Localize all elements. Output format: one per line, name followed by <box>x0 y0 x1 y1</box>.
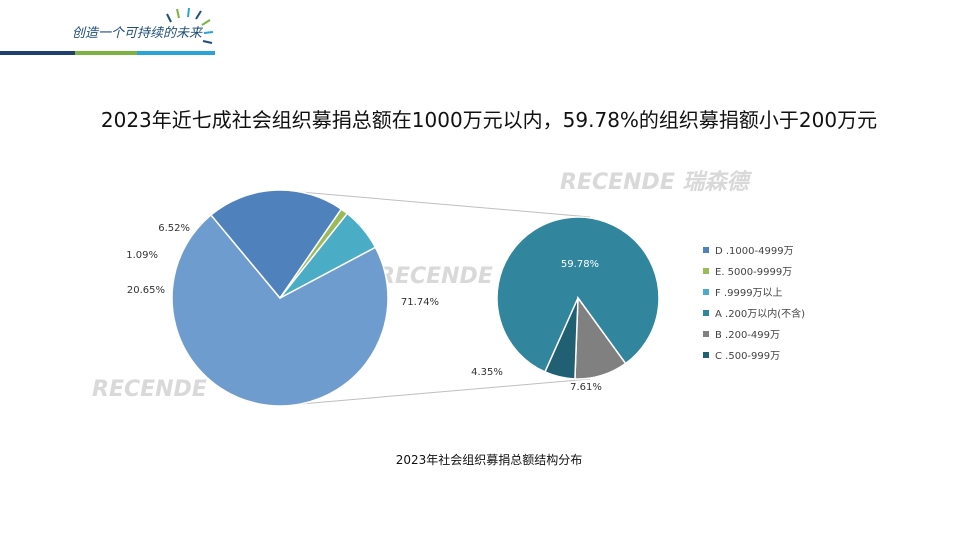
legend-label: F .9999万以上 <box>715 288 783 299</box>
slide-title: 2023年近七成社会组织募捐总额在1000万元以内，59.78%的组织募捐额小于… <box>100 108 878 132</box>
legend-item: C .500-999万 <box>703 344 805 365</box>
legend-label: E. 5000-9999万 <box>715 267 793 278</box>
legend-item: B .200-499万 <box>703 323 805 344</box>
legend-swatch <box>703 330 709 337</box>
legend-swatch <box>703 246 709 253</box>
legend-label: B .200-499万 <box>715 330 780 341</box>
sub-pie-label-C: 4.35% <box>471 367 503 378</box>
header-bar-blue <box>137 51 215 55</box>
connector-line-top <box>288 190 591 218</box>
sub-pie-label-B: 7.61% <box>570 382 602 393</box>
main-pie-label-under1000: 71.74% <box>401 297 439 308</box>
main-pie-label-E: 1.09% <box>126 250 158 261</box>
watermark: RECENDE <box>92 377 207 402</box>
main-pie-label-F: 6.52% <box>158 223 190 234</box>
sub-pie-slice-A <box>496 216 660 373</box>
main-pie-label-D: 20.65% <box>127 285 165 296</box>
connector-line-bottom <box>288 378 591 406</box>
header-bar-green <box>75 51 137 55</box>
legend-swatch <box>703 351 709 358</box>
main-pie-slice-under1000 <box>171 213 389 407</box>
legend-label: D .1000-4999万 <box>715 246 794 257</box>
legend-label: A .200万以内(不含) <box>715 309 806 320</box>
watermark: RECENDE 瑞森德 <box>560 170 753 195</box>
slogan-logo: 创造一个可持续的未来 <box>72 26 203 41</box>
legend-item: E. 5000-9999万 <box>703 260 805 281</box>
legend-item: A .200万以内(不含) <box>703 302 805 323</box>
legend-item: D .1000-4999万 <box>703 239 805 260</box>
header-bar-navy <box>0 51 75 55</box>
legend-swatch <box>703 267 709 274</box>
legend-label: C .500-999万 <box>715 351 781 362</box>
chart-caption: 2023年社会组织募捐总额结构分布 <box>395 453 583 467</box>
main-pie-slice-F <box>279 212 377 299</box>
legend-swatch <box>703 288 709 295</box>
sun-rays-icon <box>166 7 214 44</box>
legend-swatch <box>703 309 709 316</box>
legend-item: F .9999万以上 <box>703 281 805 302</box>
chart-legend: D .1000-4999万 E. 5000-9999万 F .9999万以上 A .2… <box>703 239 805 365</box>
sub-pie-slice-C <box>544 297 579 380</box>
sub-pie-label-A: 59.78% <box>561 259 599 270</box>
main-pie-slice-D <box>209 189 343 300</box>
